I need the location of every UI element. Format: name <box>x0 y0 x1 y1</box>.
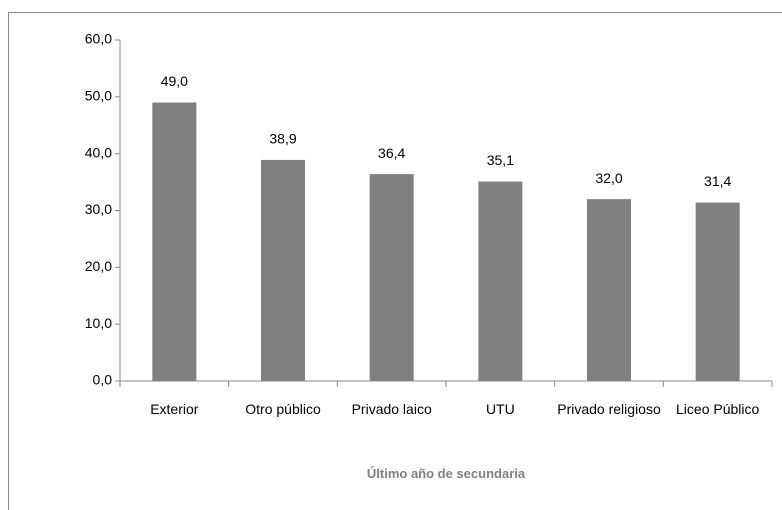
data-label: 35,1 <box>487 152 514 168</box>
data-label: 49,0 <box>161 73 188 89</box>
bar <box>261 159 305 381</box>
bar <box>152 102 197 382</box>
data-label: 38,9 <box>269 131 296 147</box>
data-label: 32,0 <box>595 170 622 186</box>
x-tick-label: Otro público <box>245 401 321 417</box>
bar <box>587 199 631 381</box>
data-label: 36,4 <box>378 145 405 161</box>
x-tick-label: Liceo Público <box>676 401 760 417</box>
data-label: 31,4 <box>704 173 731 189</box>
x-tick-label: Privado religioso <box>557 401 661 417</box>
y-tick-label: 40,0 <box>85 144 112 160</box>
y-tick-label: 0,0 <box>93 372 113 388</box>
y-tick-label: 20,0 <box>85 258 112 274</box>
y-tick-label: 30,0 <box>85 201 112 217</box>
y-tick-label: 10,0 <box>85 315 112 331</box>
y-tick-label: 60,0 <box>85 31 112 47</box>
x-axis-title: Último año de secundaria <box>366 466 526 481</box>
bar <box>695 202 740 381</box>
x-tick-label: UTU <box>485 401 515 417</box>
x-tick-label: Exterior <box>150 401 199 417</box>
chart-border <box>8 12 782 510</box>
bar <box>369 174 414 381</box>
y-tick-label: 50,0 <box>85 88 112 104</box>
bar <box>478 181 523 381</box>
x-tick-label: Privado laico <box>351 401 432 417</box>
